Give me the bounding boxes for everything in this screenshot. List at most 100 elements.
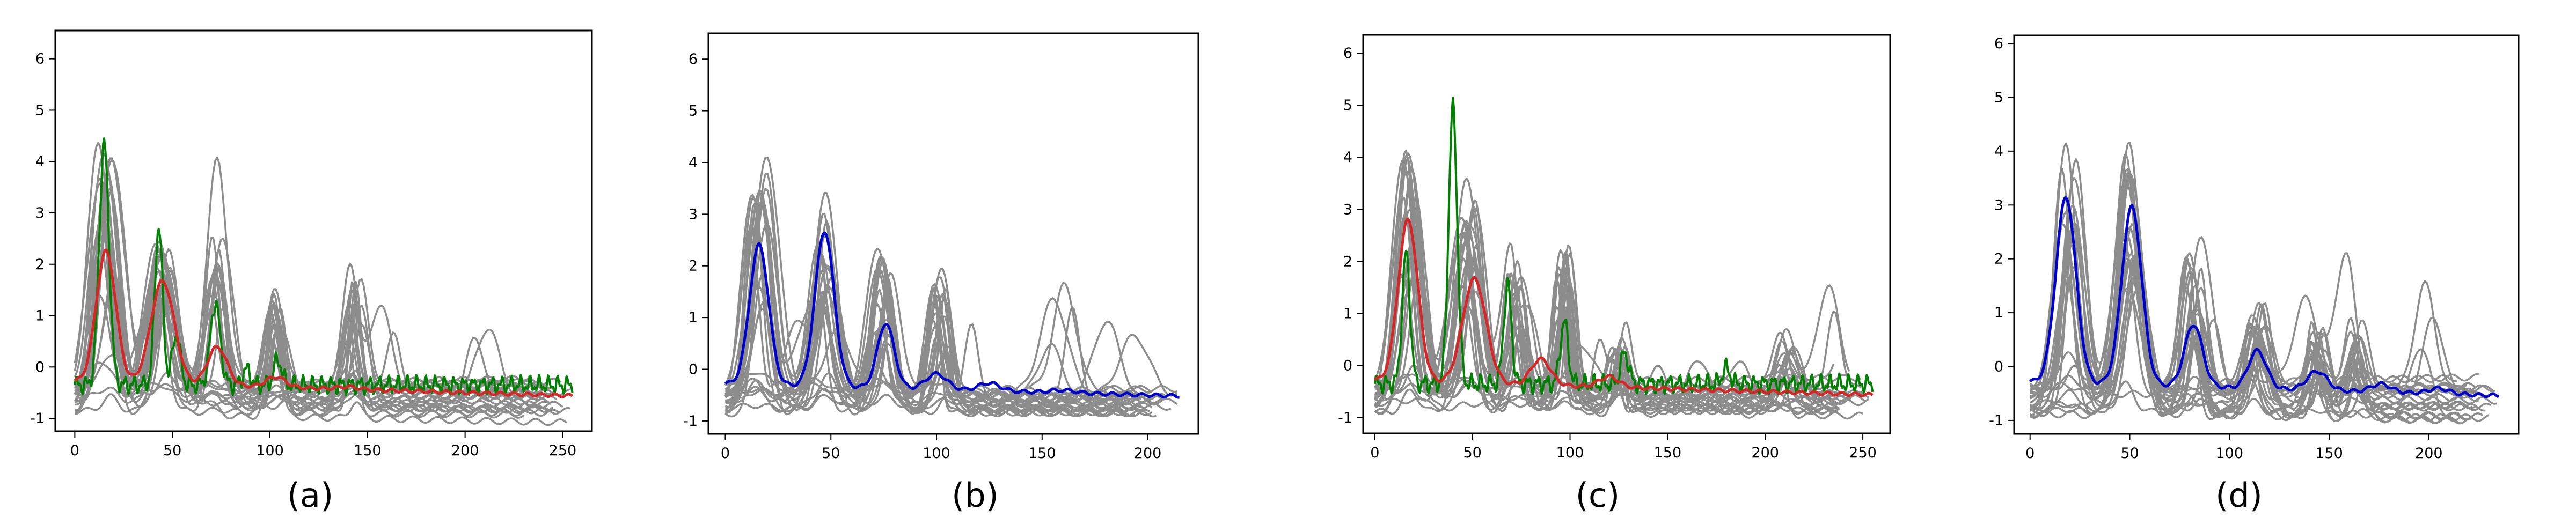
y-tick-label-d: 5 <box>1994 89 2003 106</box>
gray-series-d-23 <box>2029 319 2484 421</box>
y-tick-label-a: 2 <box>35 256 45 273</box>
sample-series-a <box>74 137 574 396</box>
y-tick-label-c: 2 <box>1343 253 1352 270</box>
x-tick-label-a: 250 <box>549 442 577 459</box>
y-tick-label-c: 3 <box>1343 201 1352 218</box>
plot-frame-c <box>1362 34 1891 434</box>
chart-panel-c: 0 50 100 150 200 250 -1 0 1 2 3 4 5 6 (c) <box>1338 34 1891 515</box>
caption-c: (c) <box>1576 476 1620 515</box>
x-tick-label-c: 250 <box>1849 445 1877 461</box>
y-tick-label-b: 6 <box>689 51 698 68</box>
gray-series-c-17 <box>1374 179 1869 411</box>
y-tick-label-b: 4 <box>689 154 698 171</box>
y-tick-label-d: 3 <box>1994 197 2003 213</box>
y-tick-label-c: 0 <box>1343 358 1352 374</box>
y-tick-label-a: 3 <box>35 205 45 221</box>
plot-area-a <box>74 137 574 426</box>
x-tick-label-d: 0 <box>2025 445 2035 462</box>
y-tick-label-d: 0 <box>1994 358 2003 375</box>
gray-series-c-23 <box>1374 272 1851 405</box>
y-tick-label-d: 6 <box>1994 35 2003 52</box>
caption-b: (b) <box>952 476 999 515</box>
plot-area-d <box>2029 142 2500 425</box>
gray-series-c-22 <box>1374 160 1840 412</box>
axis-ticks-a: 0 50 100 150 200 250 -1 0 1 2 3 4 5 6 <box>30 51 576 459</box>
mean-series-a <box>74 248 574 398</box>
x-tick-label-d: 150 <box>2315 445 2343 462</box>
plot-frame-b <box>707 32 1199 435</box>
x-tick-label-d: 200 <box>2415 445 2443 462</box>
gray-series-d-14 <box>2029 209 2461 424</box>
gray-series-d-21 <box>2030 223 2468 392</box>
x-tick-label-d: 50 <box>2120 445 2139 462</box>
sample-series-c <box>1373 97 1874 396</box>
gray-series-b-19 <box>724 199 1151 398</box>
chart-panel-b: 0 50 100 150 200 -1 0 1 2 3 4 5 6 (b) <box>683 32 1199 515</box>
y-tick-label-c: 1 <box>1343 306 1352 322</box>
chart-panel-d: 0 50 100 150 200 -1 0 1 2 3 4 5 6 (d) <box>1989 34 2520 515</box>
x-tick-label-c: 200 <box>1751 445 1779 461</box>
gray-series-c-21 <box>1374 244 1840 404</box>
y-tick-label-b: -1 <box>683 413 698 430</box>
y-tick-label-b: 1 <box>689 309 698 326</box>
y-tick-label-d: 1 <box>1994 305 2003 321</box>
chart-panel-a: 0 50 100 150 200 250 -1 0 1 2 3 4 5 6 (a) <box>30 29 593 515</box>
plot-frame-a <box>54 29 593 432</box>
y-tick-label-c: 6 <box>1343 45 1352 62</box>
axis-ticks-d: 0 50 100 150 200 -1 0 1 2 3 4 5 6 <box>1989 35 2443 462</box>
gray-series-c-19 <box>1374 199 1838 412</box>
x-tick-label-b: 100 <box>923 445 950 462</box>
gray-series-b-23 <box>724 202 1146 418</box>
x-tick-label-b: 0 <box>721 445 730 462</box>
gray-series-a-20 <box>74 230 542 401</box>
mean-series-b <box>724 231 1180 399</box>
gray-series-c-15 <box>1374 217 1840 415</box>
x-tick-label-a: 100 <box>256 442 284 459</box>
x-tick-label-c: 100 <box>1556 445 1584 461</box>
plot-area-b <box>724 156 1180 418</box>
gray-series-b-5 <box>724 223 1136 405</box>
x-tick-label-b: 200 <box>1134 445 1162 462</box>
y-tick-label-b: 2 <box>689 258 698 275</box>
x-tick-label-d: 100 <box>2215 445 2243 462</box>
y-tick-label-b: 0 <box>689 361 698 378</box>
y-tick-label-c: 5 <box>1343 97 1352 114</box>
x-tick-label-c: 150 <box>1654 445 1682 461</box>
mean-series-d <box>2029 196 2500 398</box>
y-tick-label-c: 4 <box>1343 149 1352 166</box>
y-tick-label-a: 1 <box>35 308 45 324</box>
x-tick-label-b: 50 <box>822 445 840 462</box>
axis-ticks-c: 0 50 100 150 200 250 -1 0 1 2 3 4 5 6 <box>1338 45 1877 461</box>
gray-series-b-12 <box>725 285 1178 410</box>
gray-series-a-21 <box>75 281 524 419</box>
x-tick-label-a: 200 <box>451 442 479 459</box>
y-tick-label-d: 2 <box>1994 251 2003 268</box>
y-tick-label-a: 5 <box>35 102 45 119</box>
plot-area-c <box>1373 97 1874 420</box>
x-tick-label-c: 50 <box>1463 445 1481 461</box>
y-tick-label-a: 6 <box>35 51 45 68</box>
axis-ticks-b: 0 50 100 150 200 -1 0 1 2 3 4 5 6 <box>683 51 1161 462</box>
gray-series-b-24 <box>724 205 1136 418</box>
gray-series-a-23 <box>74 159 552 406</box>
x-tick-label-a: 50 <box>163 442 181 459</box>
gray-series-d-24 <box>2029 177 2490 422</box>
y-tick-label-c: -1 <box>1338 410 1352 426</box>
y-tick-label-d: 4 <box>1994 143 2003 160</box>
gray-series-b-15 <box>724 173 1146 410</box>
plot-frame-d <box>2013 34 2520 435</box>
y-tick-label-b: 5 <box>689 103 698 120</box>
y-tick-label-a: 4 <box>35 153 45 170</box>
x-tick-label-b: 150 <box>1028 445 1056 462</box>
x-tick-label-a: 0 <box>70 442 79 459</box>
caption-a: (a) <box>287 476 333 515</box>
x-tick-label-a: 150 <box>354 442 382 459</box>
y-tick-label-a: -1 <box>30 410 45 427</box>
y-tick-label-a: 0 <box>35 359 45 375</box>
x-tick-label-c: 0 <box>1370 445 1379 461</box>
gray-series-c-24 <box>1374 169 1867 408</box>
y-tick-label-b: 3 <box>689 206 698 223</box>
mean-series-c <box>1374 218 1874 397</box>
caption-d: (d) <box>2215 476 2263 515</box>
